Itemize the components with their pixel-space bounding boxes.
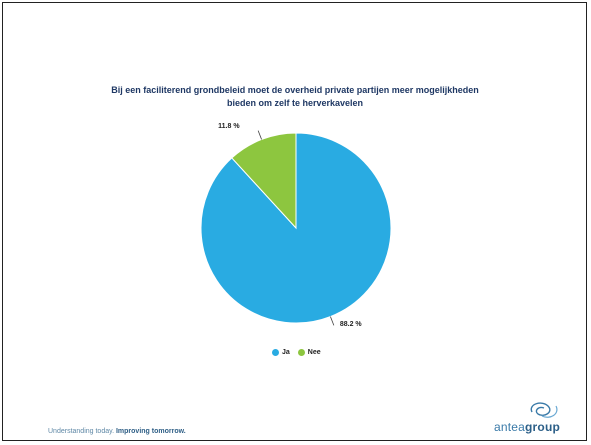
data-label-ja: 88.2 % [339,321,362,329]
antea-swirl-logo-icon [530,402,558,418]
legend-label-ja: Ja [282,349,290,356]
slide-frame [2,2,587,441]
legend-item-nee: Nee [297,349,321,356]
logo-text-group: group [525,420,561,434]
antea-group-logo: anteagroup [494,398,574,438]
footer-tagline: Understanding today. Improving tomorrow. [48,428,186,435]
legend: Ja Nee [272,349,321,356]
tagline-strong: Improving tomorrow. [115,428,186,435]
leader-line-nee [257,130,262,140]
pie-slice-nee [231,132,297,230]
legend-item-ja: Ja [272,349,290,356]
chart-title: Bij een faciliterend grondbeleid moet de… [111,85,479,108]
legend-swatch-nee [297,349,305,356]
logo-text-antea: antea [494,420,526,434]
legend-label-nee: Nee [307,349,321,356]
leader-line-ja [330,316,335,326]
tagline-light: Understanding today. [48,428,115,435]
data-label-nee: 11.8 % [218,122,240,130]
legend-swatch-ja [272,349,279,356]
